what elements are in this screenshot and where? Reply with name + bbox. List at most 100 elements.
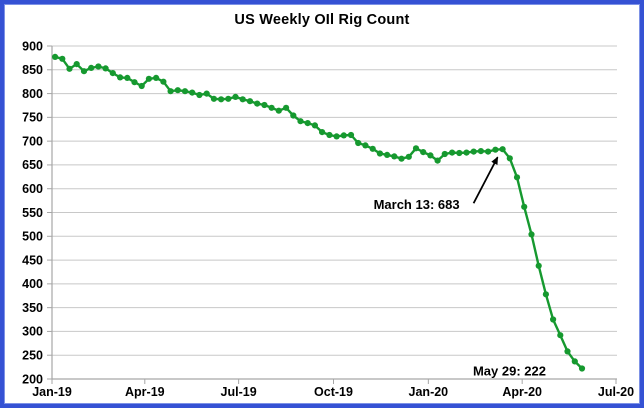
y-axis: 200 250 300 350 400 450 500 550 600 650 700 750 800 8… xyxy=(22,39,52,386)
data-point xyxy=(564,348,571,355)
x-axis: Jan-19 Apr-19 Jul-19 Oct-19 Jan-20 Apr-20 Jul-… xyxy=(32,379,634,399)
data-point xyxy=(66,65,73,72)
y-tick-label: 350 xyxy=(22,301,43,315)
data-point xyxy=(528,231,535,238)
data-point xyxy=(412,145,420,152)
data-point xyxy=(239,96,246,103)
data-point xyxy=(254,100,261,107)
data-point xyxy=(117,74,124,81)
data-point xyxy=(59,55,66,62)
data-point xyxy=(405,153,412,160)
x-tick-label: Jul-20 xyxy=(598,385,634,399)
y-tick-label: 500 xyxy=(22,230,43,244)
y-tick-label: 800 xyxy=(22,87,43,101)
x-tick-label: Jul-19 xyxy=(221,385,257,399)
data-point xyxy=(131,79,138,86)
data-point xyxy=(246,98,254,105)
data-point xyxy=(102,65,109,72)
data-point xyxy=(506,155,513,162)
data-point xyxy=(463,149,470,156)
annotation-arrow xyxy=(472,156,499,204)
data-point xyxy=(52,53,59,61)
data-point xyxy=(275,107,282,114)
data-point xyxy=(420,149,427,156)
data-point xyxy=(347,131,355,139)
data-point xyxy=(311,122,318,129)
data-point xyxy=(319,129,326,136)
data-point xyxy=(355,139,362,147)
data-point xyxy=(499,146,506,153)
y-tick-label: 450 xyxy=(22,253,43,267)
y-tick-label: 400 xyxy=(22,277,43,291)
data-point xyxy=(160,78,167,85)
data-point xyxy=(210,95,217,102)
data-point xyxy=(261,101,268,109)
x-tick-label: Jan-19 xyxy=(32,385,72,399)
x-tick-label: Apr-20 xyxy=(502,385,542,399)
data-point xyxy=(333,133,340,140)
data-point xyxy=(492,146,499,153)
data-point xyxy=(362,142,369,149)
data-point xyxy=(542,291,550,298)
data-points xyxy=(52,53,586,372)
data-point xyxy=(398,155,405,162)
data-point xyxy=(513,174,521,181)
data-point xyxy=(88,64,95,71)
y-tick-label: 550 xyxy=(22,206,43,220)
data-point xyxy=(485,148,492,155)
data-point xyxy=(225,95,232,102)
chart-title: US Weekly OIl Rig Count xyxy=(234,12,410,28)
data-point xyxy=(427,152,434,159)
data-point xyxy=(434,157,441,164)
gridlines xyxy=(52,45,617,380)
data-point xyxy=(203,90,210,97)
data-point xyxy=(456,149,463,157)
y-tick-label: 650 xyxy=(22,158,43,172)
data-point xyxy=(449,149,456,156)
data-point xyxy=(174,87,181,94)
data-point xyxy=(218,96,225,103)
x-tick-label: Apr-19 xyxy=(125,385,165,399)
y-tick-label: 900 xyxy=(22,39,43,53)
data-point xyxy=(384,151,391,158)
data-point xyxy=(189,89,196,96)
data-point xyxy=(369,145,376,152)
y-tick-label: 850 xyxy=(22,63,43,77)
data-point xyxy=(376,150,383,157)
y-tick-label: 700 xyxy=(22,134,43,148)
data-point xyxy=(441,150,448,158)
annotation-may29: May 29: 222 xyxy=(473,364,546,379)
data-point xyxy=(578,365,586,372)
data-point xyxy=(145,75,152,82)
data-point xyxy=(571,358,578,365)
data-point xyxy=(73,61,80,68)
y-tick-label: 200 xyxy=(22,372,43,386)
data-point xyxy=(326,131,333,139)
data-point xyxy=(124,74,131,81)
data-point xyxy=(535,262,542,269)
data-point xyxy=(521,203,528,210)
x-tick-label: Oct-19 xyxy=(314,385,353,399)
rig-count-chart: 200 250 300 350 400 450 500 550 600 650 700 750 800 8… xyxy=(22,39,634,399)
data-point xyxy=(304,120,311,127)
data-point xyxy=(167,88,174,95)
data-point xyxy=(557,332,564,339)
data-point xyxy=(196,91,203,99)
annotation-label: March 13: 683 xyxy=(374,197,460,212)
data-point xyxy=(477,148,484,155)
data-point xyxy=(297,118,304,125)
y-tick-label: 300 xyxy=(22,325,43,339)
annotation-label: May 29: 222 xyxy=(473,364,546,379)
y-tick-label: 600 xyxy=(22,182,43,196)
data-point xyxy=(181,88,189,95)
data-point xyxy=(290,112,297,119)
data-point xyxy=(80,68,88,75)
y-tick-label: 250 xyxy=(22,349,43,363)
annotation-march13: March 13: 683 xyxy=(374,156,499,212)
data-point xyxy=(340,132,347,139)
data-point xyxy=(232,93,239,100)
y-tick-label: 750 xyxy=(22,111,43,125)
data-point xyxy=(283,104,290,111)
x-tick-label: Jan-20 xyxy=(409,385,449,399)
data-point xyxy=(268,104,275,111)
